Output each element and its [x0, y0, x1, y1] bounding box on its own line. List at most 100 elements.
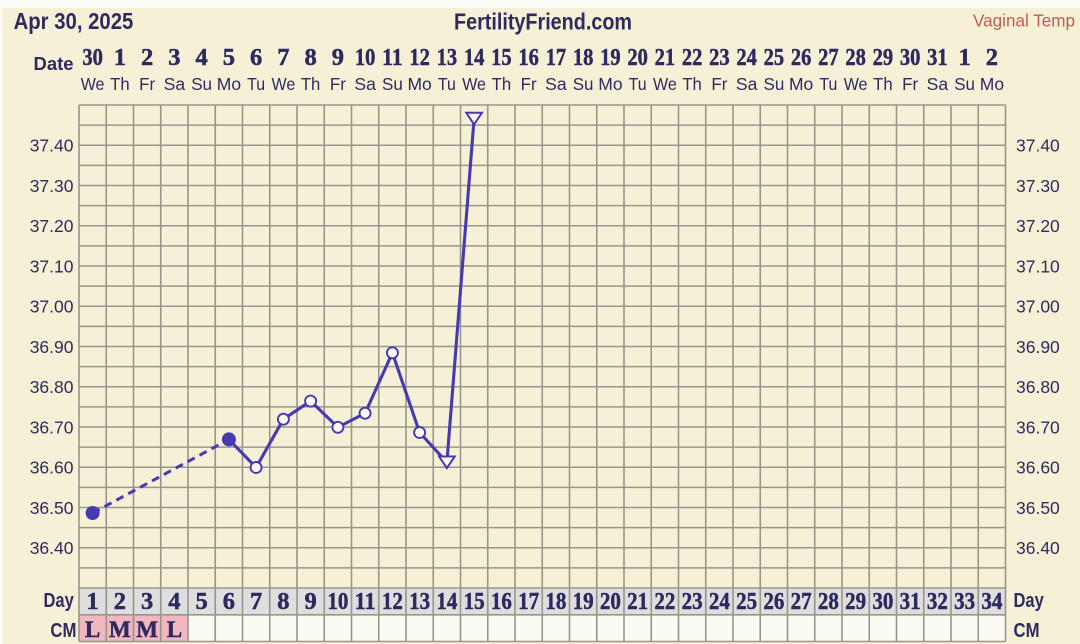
svg-text:Date: Date — [34, 54, 74, 74]
svg-text:Th: Th — [873, 74, 893, 94]
svg-text:Su: Su — [573, 74, 594, 94]
svg-text:32: 32 — [927, 588, 948, 615]
svg-text:36.50: 36.50 — [1016, 498, 1060, 518]
svg-text:9: 9 — [332, 44, 344, 71]
svg-text:Sa: Sa — [736, 74, 758, 94]
svg-text:CM: CM — [50, 620, 76, 642]
svg-text:19: 19 — [600, 44, 621, 71]
svg-text:26: 26 — [763, 588, 784, 615]
svg-text:20: 20 — [600, 588, 621, 615]
svg-text:Fr: Fr — [711, 74, 727, 94]
svg-text:31: 31 — [927, 44, 948, 71]
svg-text:We: We — [272, 74, 296, 94]
svg-text:Day: Day — [1014, 590, 1045, 612]
svg-text:We: We — [844, 74, 868, 94]
svg-text:CM: CM — [1014, 620, 1040, 642]
svg-text:1: 1 — [86, 588, 98, 615]
svg-text:14: 14 — [436, 588, 457, 615]
svg-text:21: 21 — [655, 44, 676, 71]
svg-text:13: 13 — [409, 588, 430, 615]
svg-text:23: 23 — [682, 588, 703, 615]
svg-text:37.20: 37.20 — [1016, 216, 1060, 236]
svg-text:30: 30 — [900, 44, 921, 71]
svg-text:37.20: 37.20 — [30, 216, 74, 236]
svg-text:37.40: 37.40 — [1016, 136, 1060, 156]
svg-text:37.00: 37.00 — [30, 297, 74, 317]
svg-text:3: 3 — [141, 588, 153, 615]
svg-text:L: L — [167, 617, 182, 642]
svg-text:36.80: 36.80 — [1016, 377, 1060, 397]
svg-text:19: 19 — [573, 588, 594, 615]
svg-text:Vaginal Temp: Vaginal Temp — [973, 10, 1075, 30]
svg-text:M: M — [109, 617, 131, 642]
svg-text:17: 17 — [546, 44, 567, 71]
svg-text:Su: Su — [382, 74, 403, 94]
svg-text:We: We — [653, 74, 677, 94]
svg-text:36.90: 36.90 — [1016, 337, 1060, 357]
svg-text:36.60: 36.60 — [30, 458, 74, 478]
svg-text:29: 29 — [873, 44, 894, 71]
svg-text:Fr: Fr — [521, 74, 537, 94]
svg-text:Fr: Fr — [330, 74, 346, 94]
svg-text:37.40: 37.40 — [30, 136, 74, 156]
svg-text:30: 30 — [872, 588, 893, 615]
svg-text:36.70: 36.70 — [30, 417, 74, 437]
svg-text:4: 4 — [195, 44, 207, 71]
svg-text:37.30: 37.30 — [1016, 176, 1060, 196]
svg-text:36.80: 36.80 — [30, 377, 74, 397]
svg-text:37.10: 37.10 — [1016, 256, 1060, 276]
svg-text:17: 17 — [518, 588, 539, 615]
svg-text:Th: Th — [492, 74, 512, 94]
svg-text:5: 5 — [223, 44, 235, 71]
svg-text:We: We — [462, 74, 486, 94]
svg-text:Day: Day — [44, 590, 75, 612]
svg-text:11: 11 — [382, 44, 403, 71]
svg-text:31: 31 — [900, 588, 921, 615]
svg-text:37.10: 37.10 — [30, 256, 74, 276]
svg-text:12: 12 — [382, 588, 403, 615]
svg-text:Apr 30, 2025: Apr 30, 2025 — [14, 8, 134, 34]
svg-text:36.90: 36.90 — [30, 337, 74, 357]
svg-text:7: 7 — [277, 44, 289, 71]
svg-text:Mo: Mo — [407, 74, 431, 94]
svg-text:Tu: Tu — [629, 74, 647, 94]
svg-text:36.40: 36.40 — [1016, 538, 1060, 558]
svg-text:37.00: 37.00 — [1016, 297, 1060, 317]
svg-text:27: 27 — [791, 588, 812, 615]
svg-text:23: 23 — [709, 44, 730, 71]
svg-text:24: 24 — [709, 588, 730, 615]
svg-text:L: L — [85, 617, 100, 642]
svg-text:18: 18 — [573, 44, 594, 71]
svg-text:21: 21 — [627, 588, 648, 615]
svg-text:Fr: Fr — [139, 74, 155, 94]
svg-text:7: 7 — [250, 588, 262, 615]
svg-text:16: 16 — [518, 44, 539, 71]
svg-text:25: 25 — [764, 44, 785, 71]
svg-text:Su: Su — [954, 74, 975, 94]
svg-text:5: 5 — [195, 588, 207, 615]
svg-text:2: 2 — [986, 44, 998, 71]
svg-text:24: 24 — [736, 44, 757, 71]
svg-text:15: 15 — [464, 588, 485, 615]
svg-text:6: 6 — [250, 44, 262, 71]
svg-text:Th: Th — [682, 74, 702, 94]
svg-text:Mo: Mo — [598, 74, 622, 94]
svg-text:22: 22 — [682, 44, 703, 71]
svg-text:36.40: 36.40 — [30, 538, 74, 558]
svg-text:Tu: Tu — [819, 74, 837, 94]
svg-text:8: 8 — [304, 44, 316, 71]
svg-text:16: 16 — [491, 588, 512, 615]
svg-text:36.50: 36.50 — [30, 498, 74, 518]
svg-text:Su: Su — [191, 74, 212, 94]
svg-text:11: 11 — [355, 588, 376, 615]
svg-text:20: 20 — [627, 44, 648, 71]
svg-text:26: 26 — [791, 44, 812, 71]
svg-text:33: 33 — [954, 588, 975, 615]
svg-text:Mo: Mo — [217, 74, 241, 94]
svg-text:1: 1 — [114, 44, 126, 71]
svg-text:14: 14 — [464, 44, 485, 71]
svg-text:Th: Th — [301, 74, 321, 94]
svg-text:Tu: Tu — [247, 74, 265, 94]
svg-text:6: 6 — [223, 588, 235, 615]
svg-text:22: 22 — [654, 588, 675, 615]
